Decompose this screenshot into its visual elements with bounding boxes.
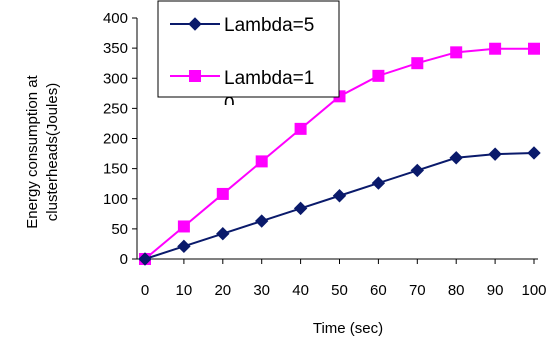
y-tick-label: 300 <box>103 70 128 87</box>
diamond-marker <box>332 189 347 203</box>
square-marker <box>216 187 229 200</box>
y-axis-title-line: Energy consumption at <box>24 74 41 228</box>
square-marker <box>411 57 424 70</box>
y-tick-label: 350 <box>103 40 128 57</box>
diamond-marker <box>216 226 230 241</box>
legend-label-overflow: 0 <box>224 94 235 115</box>
diamond-marker <box>371 176 386 190</box>
y-axis-title: Energy consumption at clusterheads(Joules… <box>24 74 61 228</box>
series-layer <box>138 42 541 266</box>
square-marker <box>177 220 190 233</box>
x-tick-label: 100 <box>521 282 546 299</box>
y-tick-label: 100 <box>103 191 128 208</box>
y-tick-label: 200 <box>103 131 128 148</box>
diamond-marker <box>188 17 202 31</box>
square-marker <box>294 122 307 135</box>
x-tick-label: 40 <box>292 282 309 299</box>
y-tick-label: 50 <box>111 221 128 238</box>
y-tick-label: 0 <box>120 251 128 268</box>
legend: Lambda=5 Lambda=1 0 <box>157 0 340 115</box>
series-1 <box>138 146 541 266</box>
diamond-marker <box>527 146 541 160</box>
axis-labels: Time (sec) Energy consumption at clusterhe… <box>24 74 383 337</box>
x-tick-label: 70 <box>409 282 426 299</box>
x-tick-label: 0 <box>141 282 149 299</box>
square-marker <box>372 69 385 82</box>
y-tick-label: 250 <box>103 100 128 117</box>
axes-layer: 0 50 100 150 200 250 300 350 400 0 10 20 30 40 50 60 70 8… <box>103 10 547 299</box>
diamond-marker <box>449 151 463 165</box>
x-tick-label: 80 <box>448 282 465 299</box>
x-tick-label: 10 <box>176 282 193 299</box>
diamond-marker <box>293 201 308 216</box>
legend-box <box>157 0 340 98</box>
diamond-marker <box>488 147 502 161</box>
diamond-marker <box>254 214 269 228</box>
y-axis-title-line: clusterheads(Joules) <box>44 83 61 221</box>
square-marker <box>528 42 540 55</box>
diamond-marker <box>177 239 191 254</box>
x-tick-label: 50 <box>331 282 348 299</box>
x-tick-label: 20 <box>214 282 231 299</box>
y-tick-label: 400 <box>103 10 128 27</box>
diamond-marker <box>138 252 152 266</box>
legend-label-lambda5: Lambda=5 <box>224 15 314 36</box>
x-tick-label: 90 <box>487 282 504 299</box>
square-marker <box>189 70 201 82</box>
square-marker <box>255 155 268 168</box>
series-line <box>144 151 535 260</box>
x-axis-title: Time (sec) <box>313 320 383 337</box>
x-tick-label: 60 <box>370 282 387 299</box>
y-tick-label: 150 <box>103 161 128 178</box>
legend-label-lambda1: Lambda=1 <box>224 68 314 89</box>
square-marker <box>489 42 502 55</box>
diamond-marker <box>410 163 425 178</box>
x-tick-label: 30 <box>253 282 270 299</box>
square-marker <box>450 46 463 59</box>
